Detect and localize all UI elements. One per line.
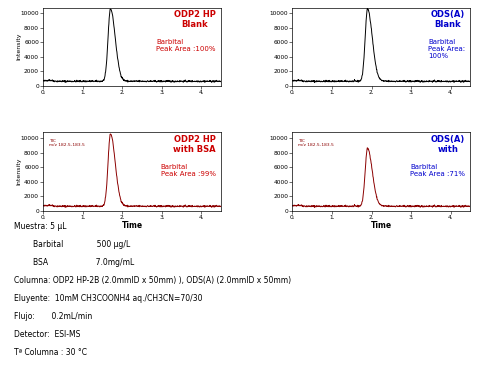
Text: ODP2 HP
Blank: ODP2 HP Blank	[174, 10, 216, 29]
Text: TIC
m/z 182.5-183.5: TIC m/z 182.5-183.5	[298, 139, 334, 147]
Text: ODP2 HP
with BSA: ODP2 HP with BSA	[173, 135, 216, 154]
Text: Barbital
Peak Area :100%: Barbital Peak Area :100%	[156, 39, 216, 52]
Text: Tª Columna : 30 °C: Tª Columna : 30 °C	[14, 348, 87, 357]
Text: Barbital
Peak Area :99%: Barbital Peak Area :99%	[161, 164, 216, 177]
Text: TIC
m/z 182.5-183.5: TIC m/z 182.5-183.5	[48, 139, 84, 147]
Text: Columna: ODP2 HP-2B (2.0mmID x 50mm) ), ODS(A) (2.0mmID x 50mm): Columna: ODP2 HP-2B (2.0mmID x 50mm) ), …	[14, 276, 291, 285]
X-axis label: Time: Time	[371, 221, 392, 230]
Text: Flujo:       0.2mL/min: Flujo: 0.2mL/min	[14, 312, 93, 321]
Text: ODS(A)
with: ODS(A) with	[431, 135, 465, 154]
Text: Eluyente:  10mM CH3COONH4 aq./CH3CN=70/30: Eluyente: 10mM CH3COONH4 aq./CH3CN=70/30	[14, 294, 203, 303]
Text: BSA                    7.0mg/mL: BSA 7.0mg/mL	[14, 258, 135, 267]
Text: Barbital
Peak Area :71%: Barbital Peak Area :71%	[410, 164, 465, 177]
Text: Muestra: 5 μL: Muestra: 5 μL	[14, 222, 67, 231]
Text: Detector:  ESI-MS: Detector: ESI-MS	[14, 330, 81, 339]
Text: ODS(A)
Blank: ODS(A) Blank	[431, 10, 465, 29]
Text: Barbital              500 μg/L: Barbital 500 μg/L	[14, 240, 131, 249]
Y-axis label: Intensity: Intensity	[16, 158, 22, 185]
Y-axis label: Intensity: Intensity	[16, 33, 22, 60]
Text: Barbital
Peak Area:
100%: Barbital Peak Area: 100%	[428, 39, 465, 59]
X-axis label: Time: Time	[121, 221, 143, 230]
